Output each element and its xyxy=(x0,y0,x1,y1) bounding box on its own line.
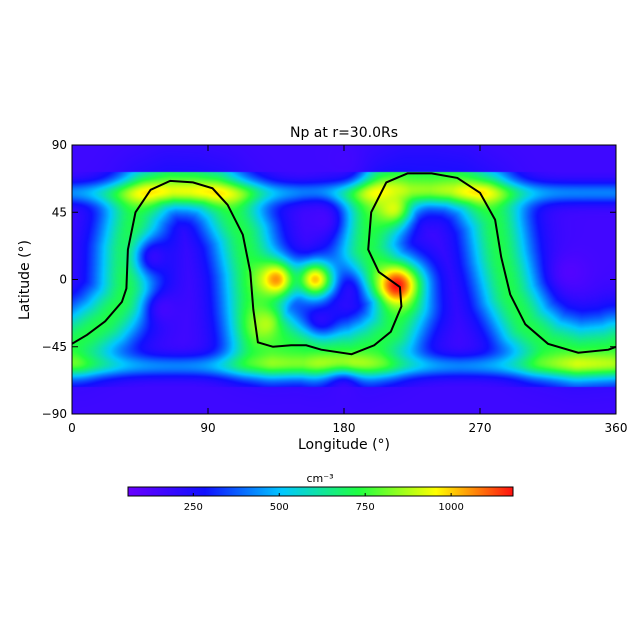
x-tick-label: 270 xyxy=(469,421,492,435)
density-heatmap xyxy=(72,145,616,414)
colorbar-unit: cm⁻³ xyxy=(307,472,334,485)
colorbar: cm⁻³ 250 500 750 1000 xyxy=(127,472,514,513)
y-tick-label: 90 xyxy=(52,138,67,152)
chart-title: Np at r=30.0Rs xyxy=(290,125,398,141)
y-axis-label: Latitude (°) xyxy=(17,240,33,320)
neutral-line xyxy=(72,172,616,356)
plot-area: 0 90 180 270 360 90 45 0 −45 −90 xyxy=(42,138,628,435)
x-tick-label: 0 xyxy=(68,421,76,435)
colorbar-tick-label: 750 xyxy=(356,502,375,513)
colorbar-tick-label: 250 xyxy=(184,502,203,513)
x-tick-label: 90 xyxy=(200,421,215,435)
y-axis-ticks: 90 45 0 −45 −90 xyxy=(42,138,616,421)
x-tick-label: 180 xyxy=(333,421,356,435)
y-tick-label: −90 xyxy=(42,407,67,421)
colorbar-ticks: 250 500 750 1000 xyxy=(184,493,464,513)
colorbar-tick-label: 1000 xyxy=(438,502,463,513)
y-tick-label: 45 xyxy=(52,205,67,219)
x-axis-label: Longitude (°) xyxy=(298,437,390,453)
x-tick-label: 360 xyxy=(605,421,628,435)
y-tick-label: 0 xyxy=(59,273,67,287)
x-axis-ticks: 0 90 180 270 360 xyxy=(68,145,627,435)
y-tick-label: −45 xyxy=(42,340,67,354)
colorbar-tick-label: 500 xyxy=(270,502,289,513)
colorbar-bar xyxy=(127,486,514,497)
